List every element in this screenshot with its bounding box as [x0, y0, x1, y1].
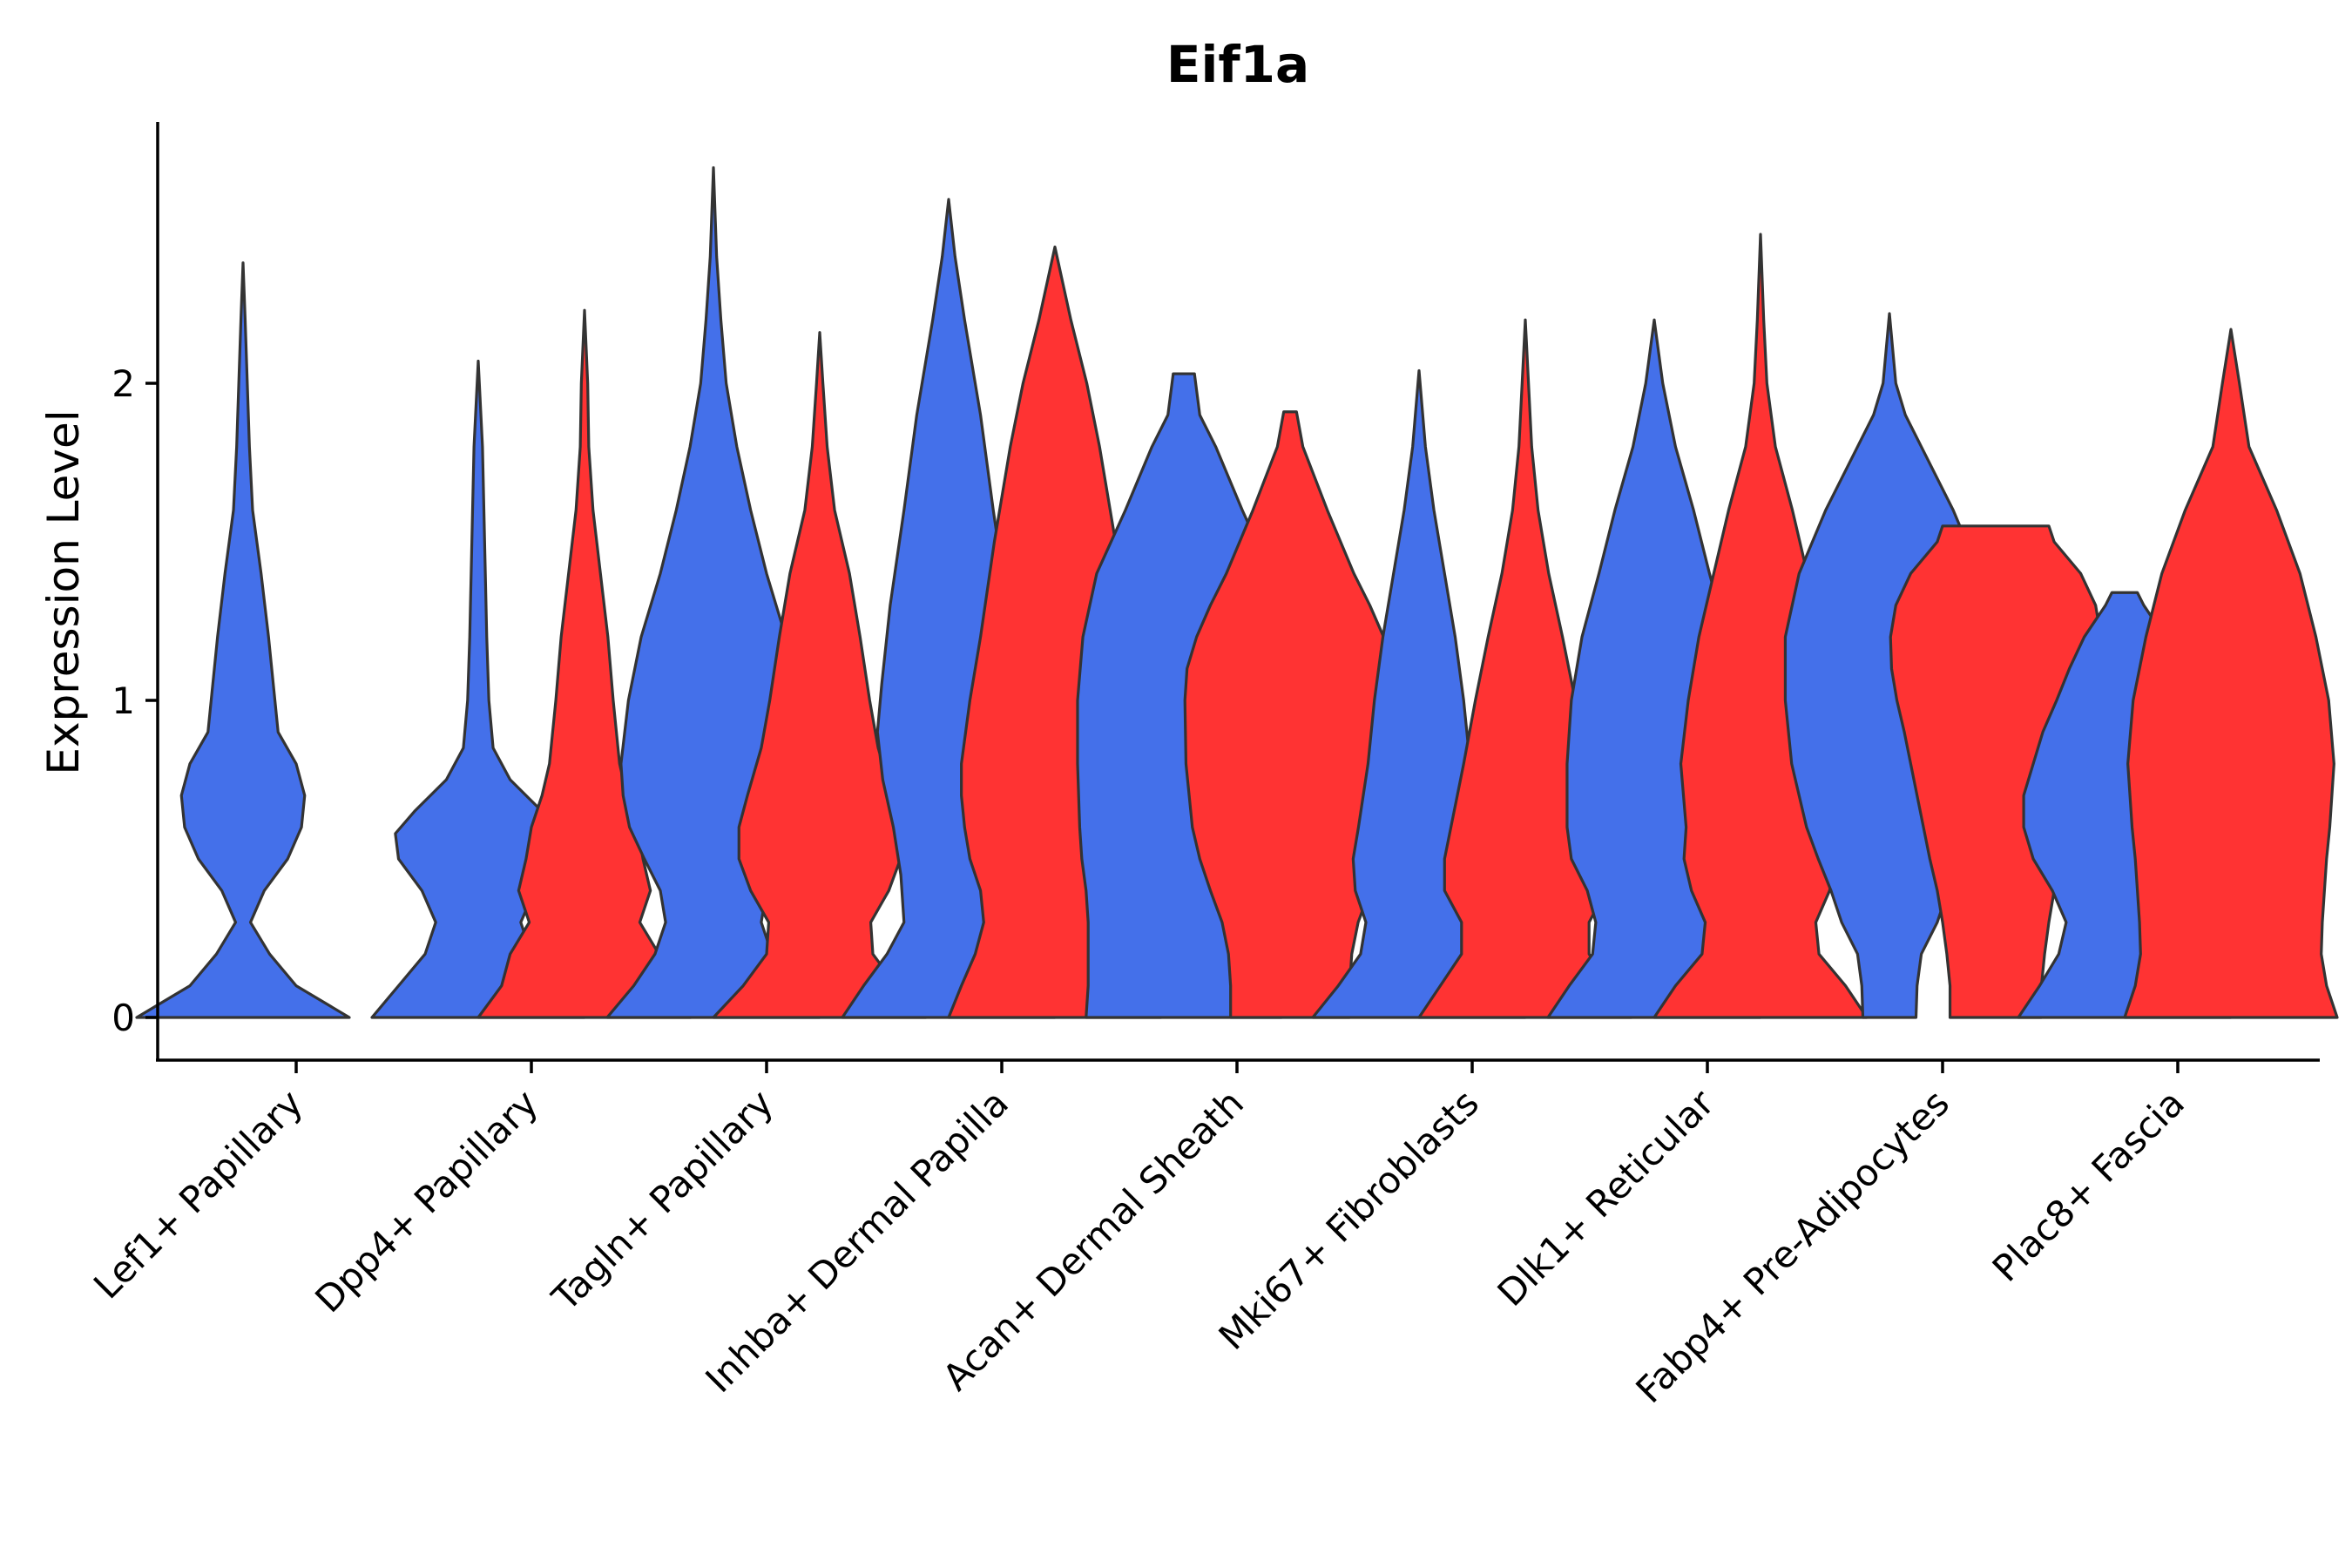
- y-tick-label-0: 0: [112, 997, 135, 1039]
- y-tick-label-2: 2: [112, 362, 135, 405]
- x-tick-label-6: Mki67+ Fibroblasts: [1211, 1081, 1487, 1357]
- y-axis-label: Expression Level: [38, 409, 89, 774]
- x-tick-label-3: Tagln+ Papillary: [544, 1081, 781, 1319]
- violin-9-2: [2123, 328, 2339, 1019]
- violin-1-1: [135, 261, 351, 1019]
- x-tick-label-2: Dpp4+ Papillary: [307, 1081, 546, 1321]
- violin-group: [135, 166, 2339, 1019]
- x-tick-label-1: Lef1+ Papillary: [85, 1081, 311, 1307]
- y-tick-label-1: 1: [112, 679, 135, 722]
- chart-title: Eif1a: [1166, 35, 1309, 94]
- x-tick-label-7: Dlk1+ Reticular: [1490, 1081, 1723, 1315]
- y-tick-group: 0 1 2: [112, 362, 158, 1039]
- x-tick-label-9: Plac8+ Fascia: [1984, 1081, 2193, 1289]
